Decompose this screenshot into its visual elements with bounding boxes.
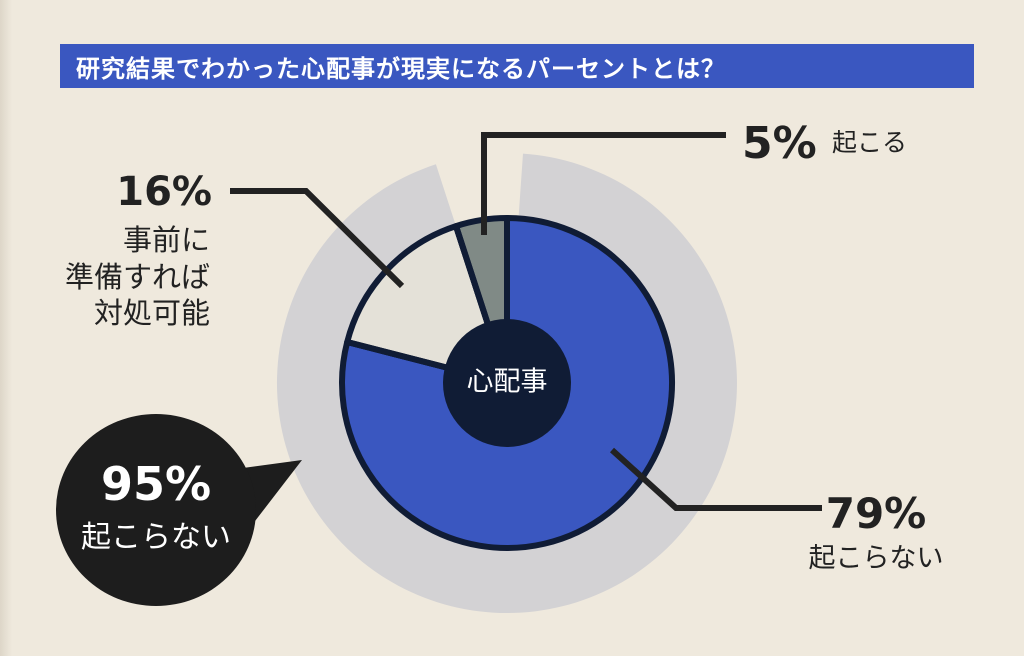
slice-label-79: 起こらない — [809, 543, 944, 574]
page-edge — [0, 0, 12, 656]
center-circle — [443, 319, 571, 447]
summary-label: 起こらない — [81, 520, 231, 555]
leader-line-16 — [230, 188, 405, 289]
center-label: 心配事 — [467, 367, 548, 398]
slice-percent-16: 16% — [116, 169, 212, 215]
summary-percent: 95% — [101, 457, 211, 511]
leader-line-5 — [481, 132, 726, 235]
slice-label-16-line1: 事前に — [123, 223, 210, 257]
slice-percent-5: 5% — [742, 118, 817, 169]
chart-title: 研究結果でわかった心配事が現実になるパーセントとは？ — [60, 44, 974, 88]
summary-bubble-body — [56, 414, 256, 606]
slice-label-16-line2: 準備すれば — [65, 260, 210, 294]
slice-label-16-line3: 対処可能 — [94, 296, 210, 330]
slice-percent-79: 79% — [826, 489, 927, 538]
slice-label-5: 起こる — [832, 128, 907, 157]
leader-line-79 — [609, 447, 822, 511]
